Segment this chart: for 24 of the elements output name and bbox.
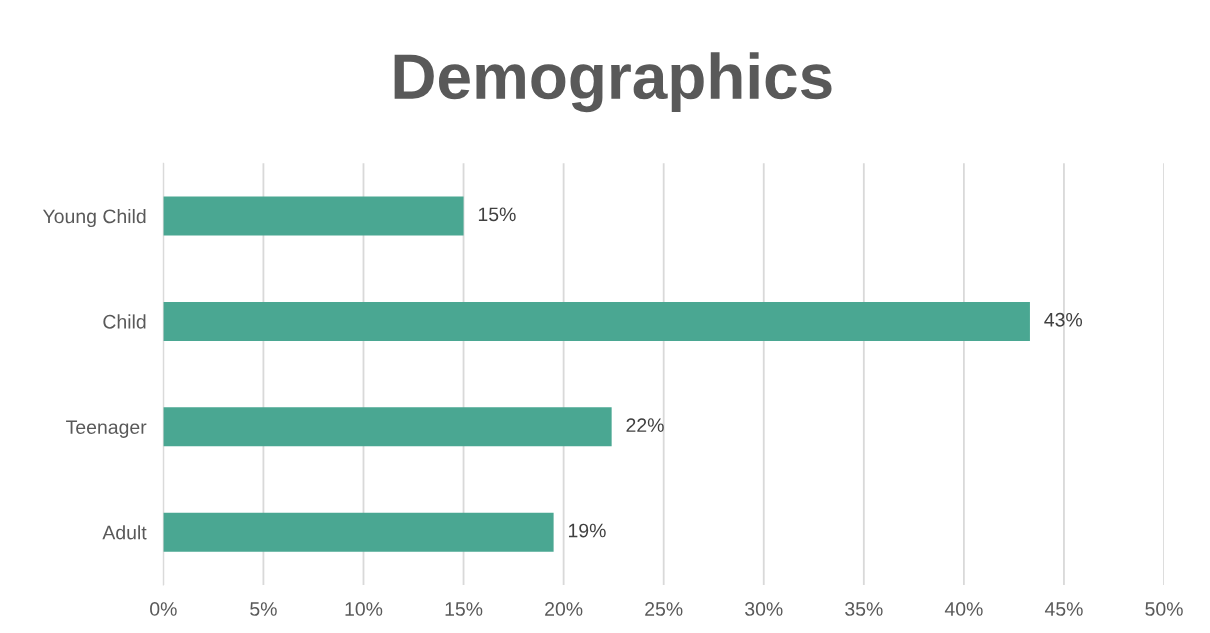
y-tick-label: Child — [103, 314, 146, 329]
chart-title: Demographics — [394, 52, 832, 113]
x-tick-label: 30% — [745, 602, 783, 616]
x-tick-label: 0% — [150, 602, 177, 616]
y-tick-label: Teenager — [66, 420, 147, 438]
data-label: 15% — [478, 207, 516, 222]
bar — [163, 407, 612, 447]
x-tick-label: 40% — [944, 602, 983, 616]
x-tick-label: 45% — [1044, 602, 1083, 616]
data-label: 19% — [568, 523, 606, 538]
y-tick-label: Adult — [102, 525, 147, 540]
bar — [163, 196, 464, 236]
x-tick-label: 35% — [845, 602, 883, 616]
x-tick-label: 25% — [645, 602, 683, 616]
bar — [163, 301, 1030, 341]
x-tick-label: 15% — [445, 602, 483, 616]
y-tick-label: Young Child — [42, 208, 146, 228]
data-label: 22% — [626, 418, 664, 432]
data-label: 43% — [1044, 312, 1083, 327]
bar — [163, 512, 554, 552]
x-tick-label: 20% — [545, 602, 583, 616]
x-tick-label: 50% — [1145, 602, 1183, 616]
x-tick-label: 10% — [345, 602, 383, 616]
x-tick-label: 5% — [250, 602, 277, 616]
